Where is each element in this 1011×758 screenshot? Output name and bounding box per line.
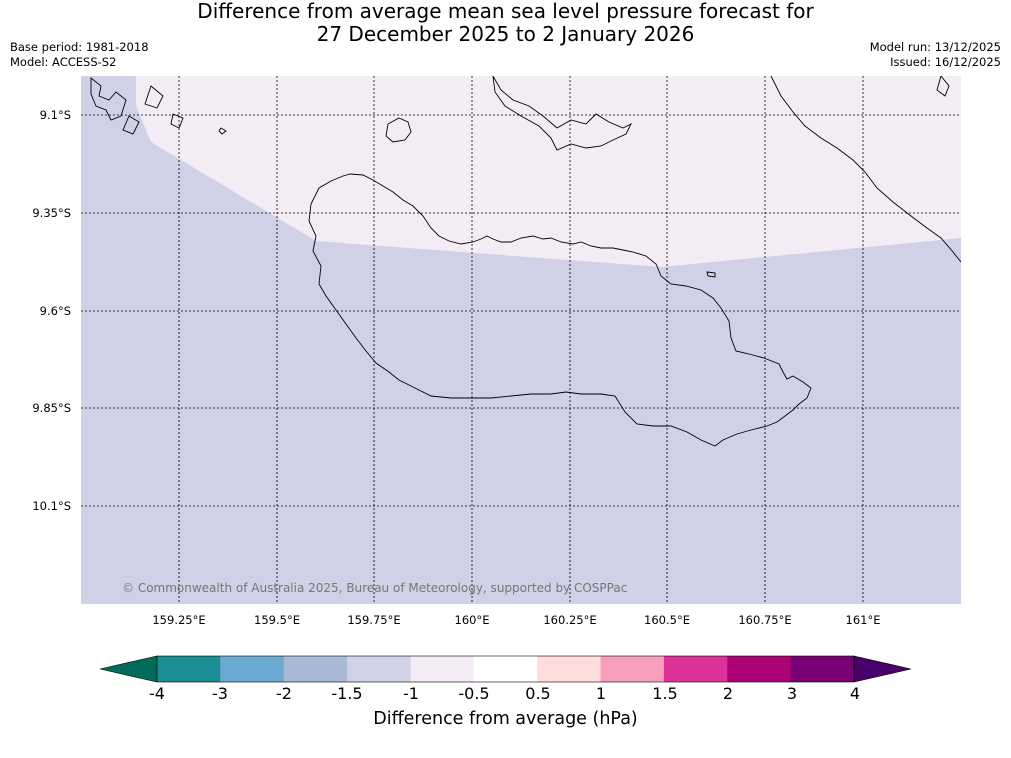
colorbar-under-arrow [100,655,158,683]
nw-islet-4 [218,127,227,135]
colorbar-segment [790,656,855,682]
colorbar-tick: -3 [212,684,228,703]
n-islands [492,76,633,151]
copyright-notice: © Commonwealth of Australia 2025, Bureau… [122,581,628,595]
map-svg [81,76,961,604]
issued-date: Issued: 16/12/2025 [890,55,1001,69]
colorbar-segment [663,656,728,682]
lon-label: 159.5°E [254,613,300,627]
chart-title: Difference from average mean sea level p… [0,0,1011,46]
pressure-region-mid [136,76,961,267]
colorbar-tick: 2 [722,684,734,703]
colorbar-tick: 3 [786,684,798,703]
colorbar-tick: -1 [403,684,419,703]
colorbar-tick: 1.5 [652,684,678,703]
model-run: Model run: 13/12/2025 [869,40,1001,54]
nw-islands [90,77,127,121]
colorbar-tick: 1 [595,684,607,703]
colorbar-segment [157,656,221,682]
graticule [81,76,961,604]
lon-label: 160.75°E [738,613,792,627]
title-line-1: Difference from average mean sea level p… [197,0,814,23]
title-line-2: 27 December 2025 to 2 January 2026 [316,22,695,46]
ne-coast [770,76,961,263]
colorbar-segment [727,656,792,682]
colorbar-segment [283,656,348,682]
colorbar [100,655,912,683]
lat-label: 9.85°S [32,401,71,415]
colorbar-segments [157,656,855,682]
nw-islet-2 [144,85,164,109]
colorbar-segment [220,656,285,682]
colorbar-frame [156,655,855,683]
map-panel [81,76,961,604]
e-islet [706,271,716,278]
colorbar-tick: -0.5 [458,684,490,703]
base-period: Base period: 1981-2018 [10,40,149,54]
lon-label: 160.25°E [543,613,597,627]
colorbar-segment [537,656,602,682]
lon-label: 161°E [845,613,881,627]
colorbar-over-arrow [853,655,912,683]
meta-left: Base period: 1981-2018 Model: ACCESS-S2 [10,40,149,70]
nw-islet [122,115,140,135]
island-coastline [308,173,812,447]
colorbar-tick: -4 [149,684,165,703]
lon-label: 159.25°E [152,613,206,627]
lat-label: 9.6°S [39,304,71,318]
coastlines [90,76,961,447]
lon-label: 160°E [454,613,490,627]
colorbar-segment [600,656,665,682]
colorbar-tick: 4 [849,684,861,703]
lon-label: 159.75°E [347,613,401,627]
small-island [385,117,412,143]
colorbar-tick: 0.5 [525,684,551,703]
colorbar-label: Difference from average (hPa) [373,709,638,729]
colorbar-segment [347,656,411,682]
ne-islet [936,76,950,97]
colorbar-segment [473,656,538,682]
lon-label: 160.5°E [644,613,690,627]
lat-label: 9.1°S [39,108,71,122]
colorbar-segment [410,656,475,682]
meta-right: Model run: 13/12/2025 Issued: 16/12/2025 [870,40,1001,70]
lat-label: 10.1°S [32,499,71,513]
lat-label: 9.35°S [32,206,71,220]
colorbar-tick: -1.5 [331,684,363,703]
colorbar-tick: -2 [276,684,292,703]
model-name: Model: ACCESS-S2 [10,55,117,69]
